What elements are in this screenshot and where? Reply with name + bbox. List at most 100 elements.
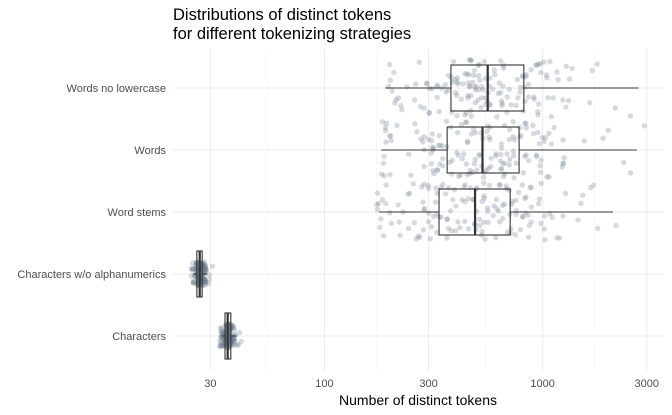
y-tick-label: Characters	[112, 331, 166, 343]
data-point	[459, 197, 465, 203]
data-point	[554, 235, 560, 241]
data-point	[515, 95, 521, 101]
data-point	[452, 76, 459, 83]
data-point	[201, 276, 208, 283]
data-point	[478, 104, 484, 111]
data-point	[440, 156, 446, 162]
data-point	[434, 82, 441, 88]
data-point	[203, 279, 209, 285]
data-point	[387, 171, 393, 178]
data-point	[227, 321, 233, 327]
data-point	[533, 153, 540, 160]
data-point	[416, 234, 423, 241]
data-point	[232, 342, 238, 348]
data-point	[455, 81, 461, 87]
data-point	[469, 169, 476, 176]
data-point	[488, 163, 494, 170]
data-point	[522, 98, 528, 105]
data-point	[466, 84, 472, 90]
data-point	[503, 183, 509, 189]
data-point	[418, 136, 424, 142]
data-point	[227, 323, 233, 329]
data-point	[454, 129, 461, 136]
data-point	[554, 69, 560, 75]
data-point	[455, 219, 461, 225]
data-point	[238, 338, 244, 345]
data-point	[475, 73, 482, 79]
data-point	[560, 213, 566, 219]
data-point	[468, 113, 474, 119]
data-point	[506, 136, 513, 143]
data-point	[498, 145, 505, 151]
data-point	[508, 226, 514, 232]
data-point	[462, 182, 468, 188]
data-point	[613, 222, 619, 228]
data-point	[445, 72, 451, 79]
data-point	[479, 228, 485, 235]
data-point	[220, 340, 226, 346]
data-point	[218, 333, 225, 340]
data-point	[472, 84, 478, 91]
data-point	[493, 235, 499, 241]
data-point	[587, 100, 593, 106]
data-point	[392, 100, 398, 106]
data-point	[465, 226, 472, 232]
data-point	[430, 213, 437, 220]
data-point	[440, 181, 446, 188]
data-point	[499, 100, 506, 107]
data-point	[217, 344, 223, 350]
data-point	[500, 65, 507, 71]
data-point	[193, 268, 199, 274]
data-point	[429, 131, 435, 137]
data-point	[527, 185, 533, 191]
data-point	[474, 167, 480, 173]
data-point	[462, 218, 468, 225]
data-point	[502, 160, 508, 166]
data-point	[201, 259, 207, 265]
data-point	[481, 193, 487, 199]
data-point	[395, 95, 402, 101]
data-point	[193, 275, 199, 281]
data-point	[531, 96, 537, 102]
chart-title-line-2: for different tokenizing strategies	[173, 25, 411, 43]
data-point	[491, 67, 497, 73]
data-point	[202, 264, 208, 270]
data-point	[396, 219, 402, 225]
data-point	[421, 207, 427, 213]
data-point	[506, 162, 513, 168]
data-point	[219, 330, 225, 336]
data-point	[469, 79, 476, 86]
data-point	[450, 58, 457, 65]
data-point	[627, 170, 634, 176]
data-point	[538, 157, 544, 163]
data-point	[517, 227, 524, 233]
data-point	[405, 191, 411, 197]
data-point	[525, 81, 532, 88]
data-point	[218, 339, 224, 345]
data-point	[477, 222, 483, 229]
data-point	[560, 160, 567, 166]
data-point	[486, 134, 492, 140]
data-point	[541, 213, 548, 219]
data-point	[548, 113, 554, 120]
data-point	[437, 142, 443, 148]
data-point	[428, 138, 435, 144]
y-tick-label: Words	[134, 145, 166, 157]
data-point	[477, 77, 483, 83]
y-tick-label: Characters w/o alphanumerics	[17, 269, 166, 281]
data-point	[513, 102, 519, 109]
data-point	[203, 265, 209, 271]
data-point	[523, 71, 529, 78]
data-point	[421, 134, 427, 140]
data-point	[479, 198, 485, 205]
data-point	[463, 119, 470, 125]
data-point	[415, 233, 422, 239]
data-point	[219, 343, 226, 349]
data-point	[434, 167, 440, 173]
data-point	[523, 210, 529, 216]
data-point	[454, 113, 460, 119]
data-point	[449, 171, 455, 177]
data-point	[188, 273, 195, 279]
data-point	[453, 203, 459, 209]
data-point	[206, 272, 212, 278]
